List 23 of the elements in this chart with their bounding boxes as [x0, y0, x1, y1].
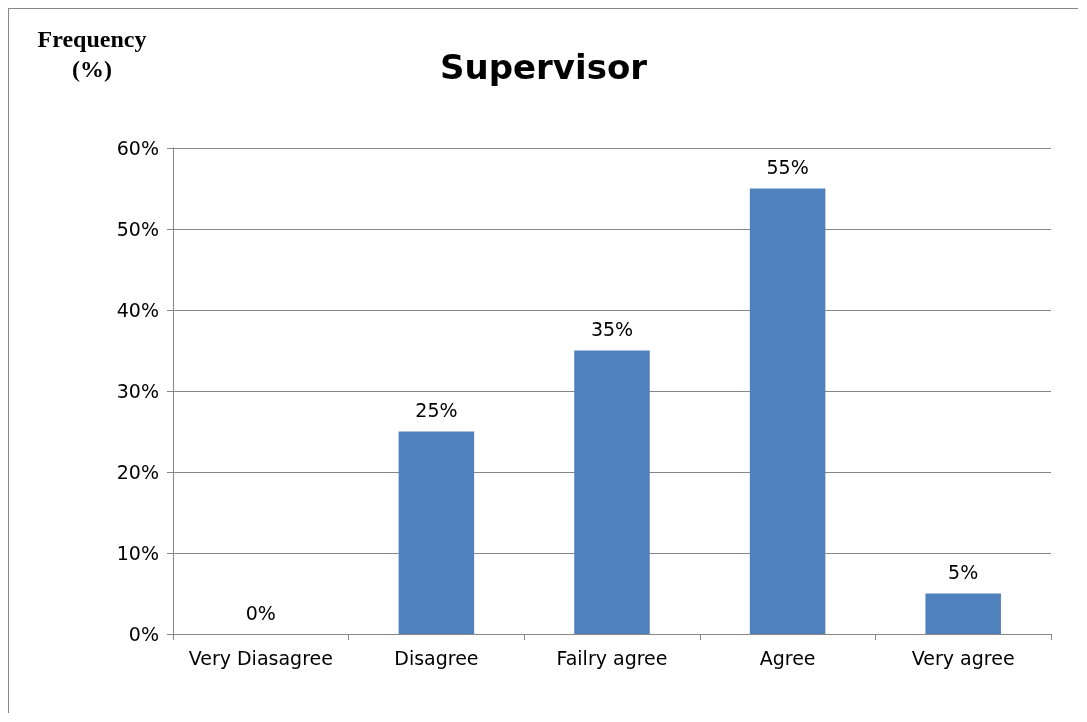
- data-label: 0%: [245, 601, 276, 624]
- y-tick-label: 50%: [116, 218, 159, 240]
- y-tick-label: 60%: [116, 137, 159, 159]
- y-tick-label: 40%: [116, 299, 159, 321]
- y-axis-title: Frequency (%): [37, 26, 147, 82]
- x-tick-label: Disagree: [394, 646, 479, 669]
- y-tick-label: 10%: [116, 542, 159, 564]
- y-tick-label: 20%: [116, 461, 159, 483]
- y-tick-label: 0%: [128, 623, 159, 645]
- data-label: 55%: [766, 156, 809, 178]
- chart-title: Supervisor: [439, 47, 648, 87]
- x-tick-label: Very Diasagree: [188, 646, 333, 669]
- data-label: 5%: [948, 561, 979, 583]
- bar: [398, 431, 475, 634]
- data-label: 25%: [415, 399, 458, 421]
- x-tick-label: Agree: [759, 646, 816, 669]
- y-tick-label: 30%: [116, 380, 159, 402]
- bar: [925, 593, 1001, 634]
- data-label: 35%: [590, 318, 634, 340]
- x-tick-label: Very agree: [911, 646, 1015, 669]
- bar: [749, 188, 826, 634]
- x-tick-label: Failry agree: [556, 646, 668, 669]
- bar: [574, 350, 650, 634]
